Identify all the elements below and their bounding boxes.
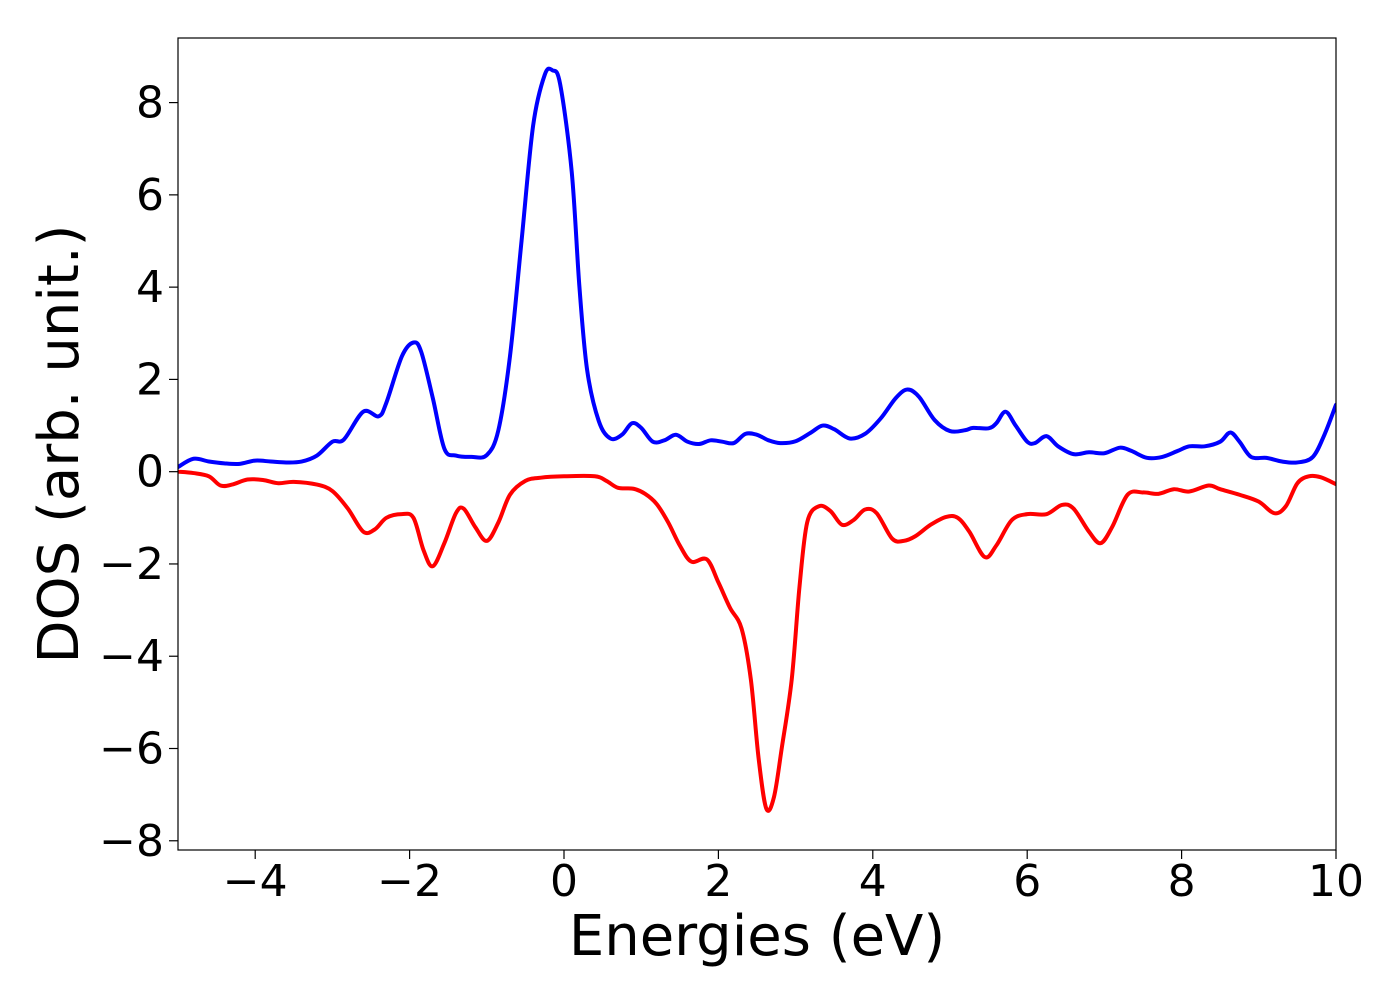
x-axis-label: Energies (eV) — [569, 904, 945, 969]
y-tick-label: −8 — [99, 816, 164, 867]
y-tick-label: −4 — [99, 631, 164, 682]
y-tick-label: 8 — [136, 78, 164, 129]
y-tick-label: 2 — [136, 354, 164, 405]
dos-series-down-line — [178, 469, 1336, 813]
x-tick-label: 6 — [1013, 856, 1041, 907]
series-layer — [178, 66, 1336, 813]
y-tick-label: 0 — [136, 447, 164, 498]
x-tick-label: 8 — [1168, 856, 1196, 907]
y-tick-label: −2 — [99, 539, 164, 590]
ticks-layer: −4 −2 0 2 4 6 8 10 8 6 4 2 0 −2 −4 −6 −8 — [99, 78, 1364, 907]
x-tick-label: 2 — [704, 856, 732, 907]
y-axis-label: DOS (arb. unit.) — [27, 224, 92, 663]
y-tick-label: 6 — [136, 170, 164, 221]
x-tick-label: −2 — [377, 856, 442, 907]
x-tick-label: −4 — [223, 856, 288, 907]
x-tick-label: 0 — [550, 856, 578, 907]
plot-frame — [177, 37, 1337, 851]
y-tick-label: −6 — [99, 724, 164, 775]
x-tick-label: 4 — [859, 856, 887, 907]
y-tick-label: 4 — [136, 262, 164, 313]
x-tick-label: 10 — [1308, 856, 1364, 907]
dos-series-up-line — [178, 66, 1336, 470]
